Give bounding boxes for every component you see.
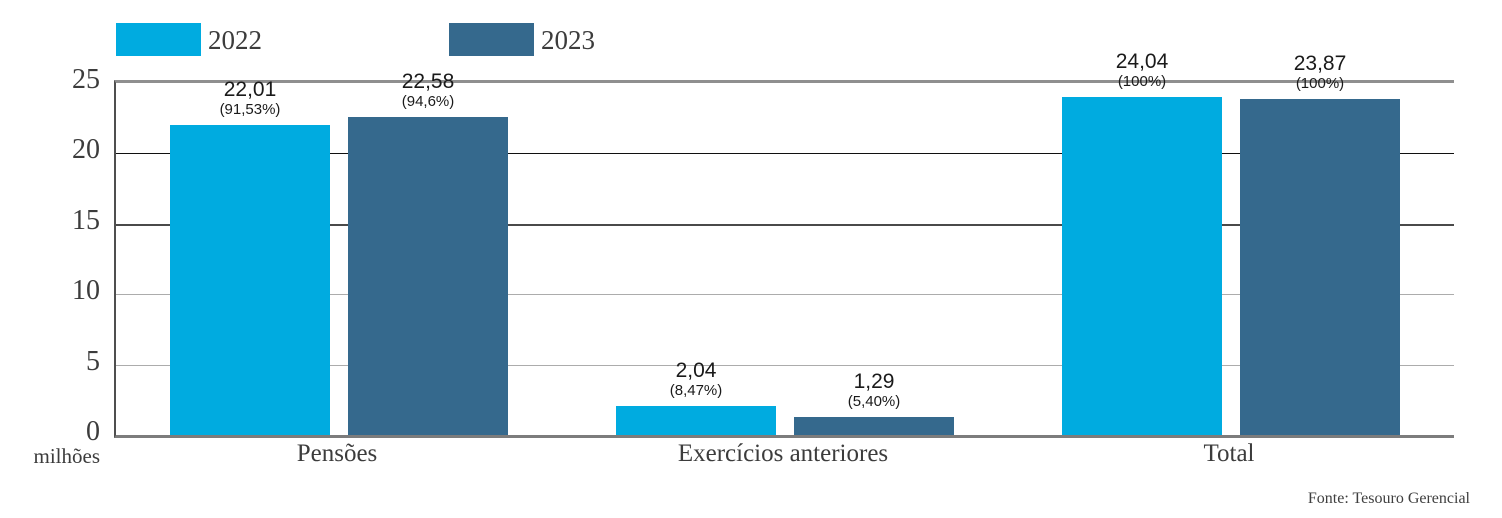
- value-text: 23,87: [1293, 51, 1347, 75]
- category-label-0: Pensões: [296, 440, 378, 467]
- value-text: 1,29: [853, 369, 895, 393]
- bar-2022-1: [616, 406, 776, 435]
- y-tick-label-10: 10: [72, 275, 100, 307]
- category-label-2: Total: [1203, 440, 1255, 467]
- value-label-2022-1: 2,04 (8,47%): [586, 359, 806, 399]
- y-tick-label-5: 5: [86, 345, 100, 377]
- y-axis-unit-label: milhões: [33, 444, 101, 468]
- y-tick-label-15: 15: [72, 204, 100, 236]
- gridline-5: [116, 364, 1454, 366]
- legend-swatch-2022: [116, 23, 201, 56]
- value-text: 2,04: [675, 359, 717, 383]
- percent-text: (94,6%): [401, 93, 455, 111]
- percent-text: (100%): [1117, 72, 1167, 90]
- category-label-1: Exercícios anteriores: [677, 440, 889, 467]
- y-tick-label-0: 0: [86, 416, 100, 447]
- value-text: 22,01: [223, 78, 277, 102]
- value-label-2022-0: 22,01 (91,53%): [140, 78, 360, 118]
- legend-label-2023: 2023: [541, 25, 595, 55]
- value-text: 24,04: [1115, 49, 1169, 73]
- y-tick-label-20: 20: [72, 134, 100, 166]
- bar-2022-0: [170, 125, 330, 435]
- percent-text: (91,53%): [219, 101, 281, 119]
- gridline-20: [116, 153, 1454, 155]
- legend-swatch-2023: [449, 23, 534, 56]
- value-text: 22,58: [401, 70, 455, 94]
- percent-text: (8,47%): [669, 382, 723, 400]
- percent-text: (100%): [1295, 74, 1345, 92]
- bar-2023-2: [1240, 98, 1400, 435]
- value-label-2023-2: 23,87 (100%): [1210, 52, 1430, 92]
- percent-text: (5,40%): [847, 392, 901, 410]
- source-note: Fonte: Tesouro Gerencial: [1307, 490, 1470, 507]
- bar-2023-0: [348, 117, 508, 435]
- gridline-15: [116, 223, 1454, 226]
- y-tick-label-25: 25: [72, 64, 100, 95]
- value-label-2023-0: 22,58 (94,6%): [318, 70, 538, 110]
- legend-label-2022: 2022: [208, 25, 262, 55]
- bar-2022-2: [1062, 96, 1222, 435]
- gridline-10: [116, 294, 1454, 296]
- value-label-2023-1: 1,29 (5,40%): [764, 370, 984, 410]
- value-label-2022-2: 24,04 (100%): [1032, 50, 1252, 90]
- plot-area: 22,01 (91,53%) 22,58 (94,6%) 2,04 (8,47%) 1,29…: [114, 50, 1454, 438]
- bar-2023-1: [794, 416, 954, 435]
